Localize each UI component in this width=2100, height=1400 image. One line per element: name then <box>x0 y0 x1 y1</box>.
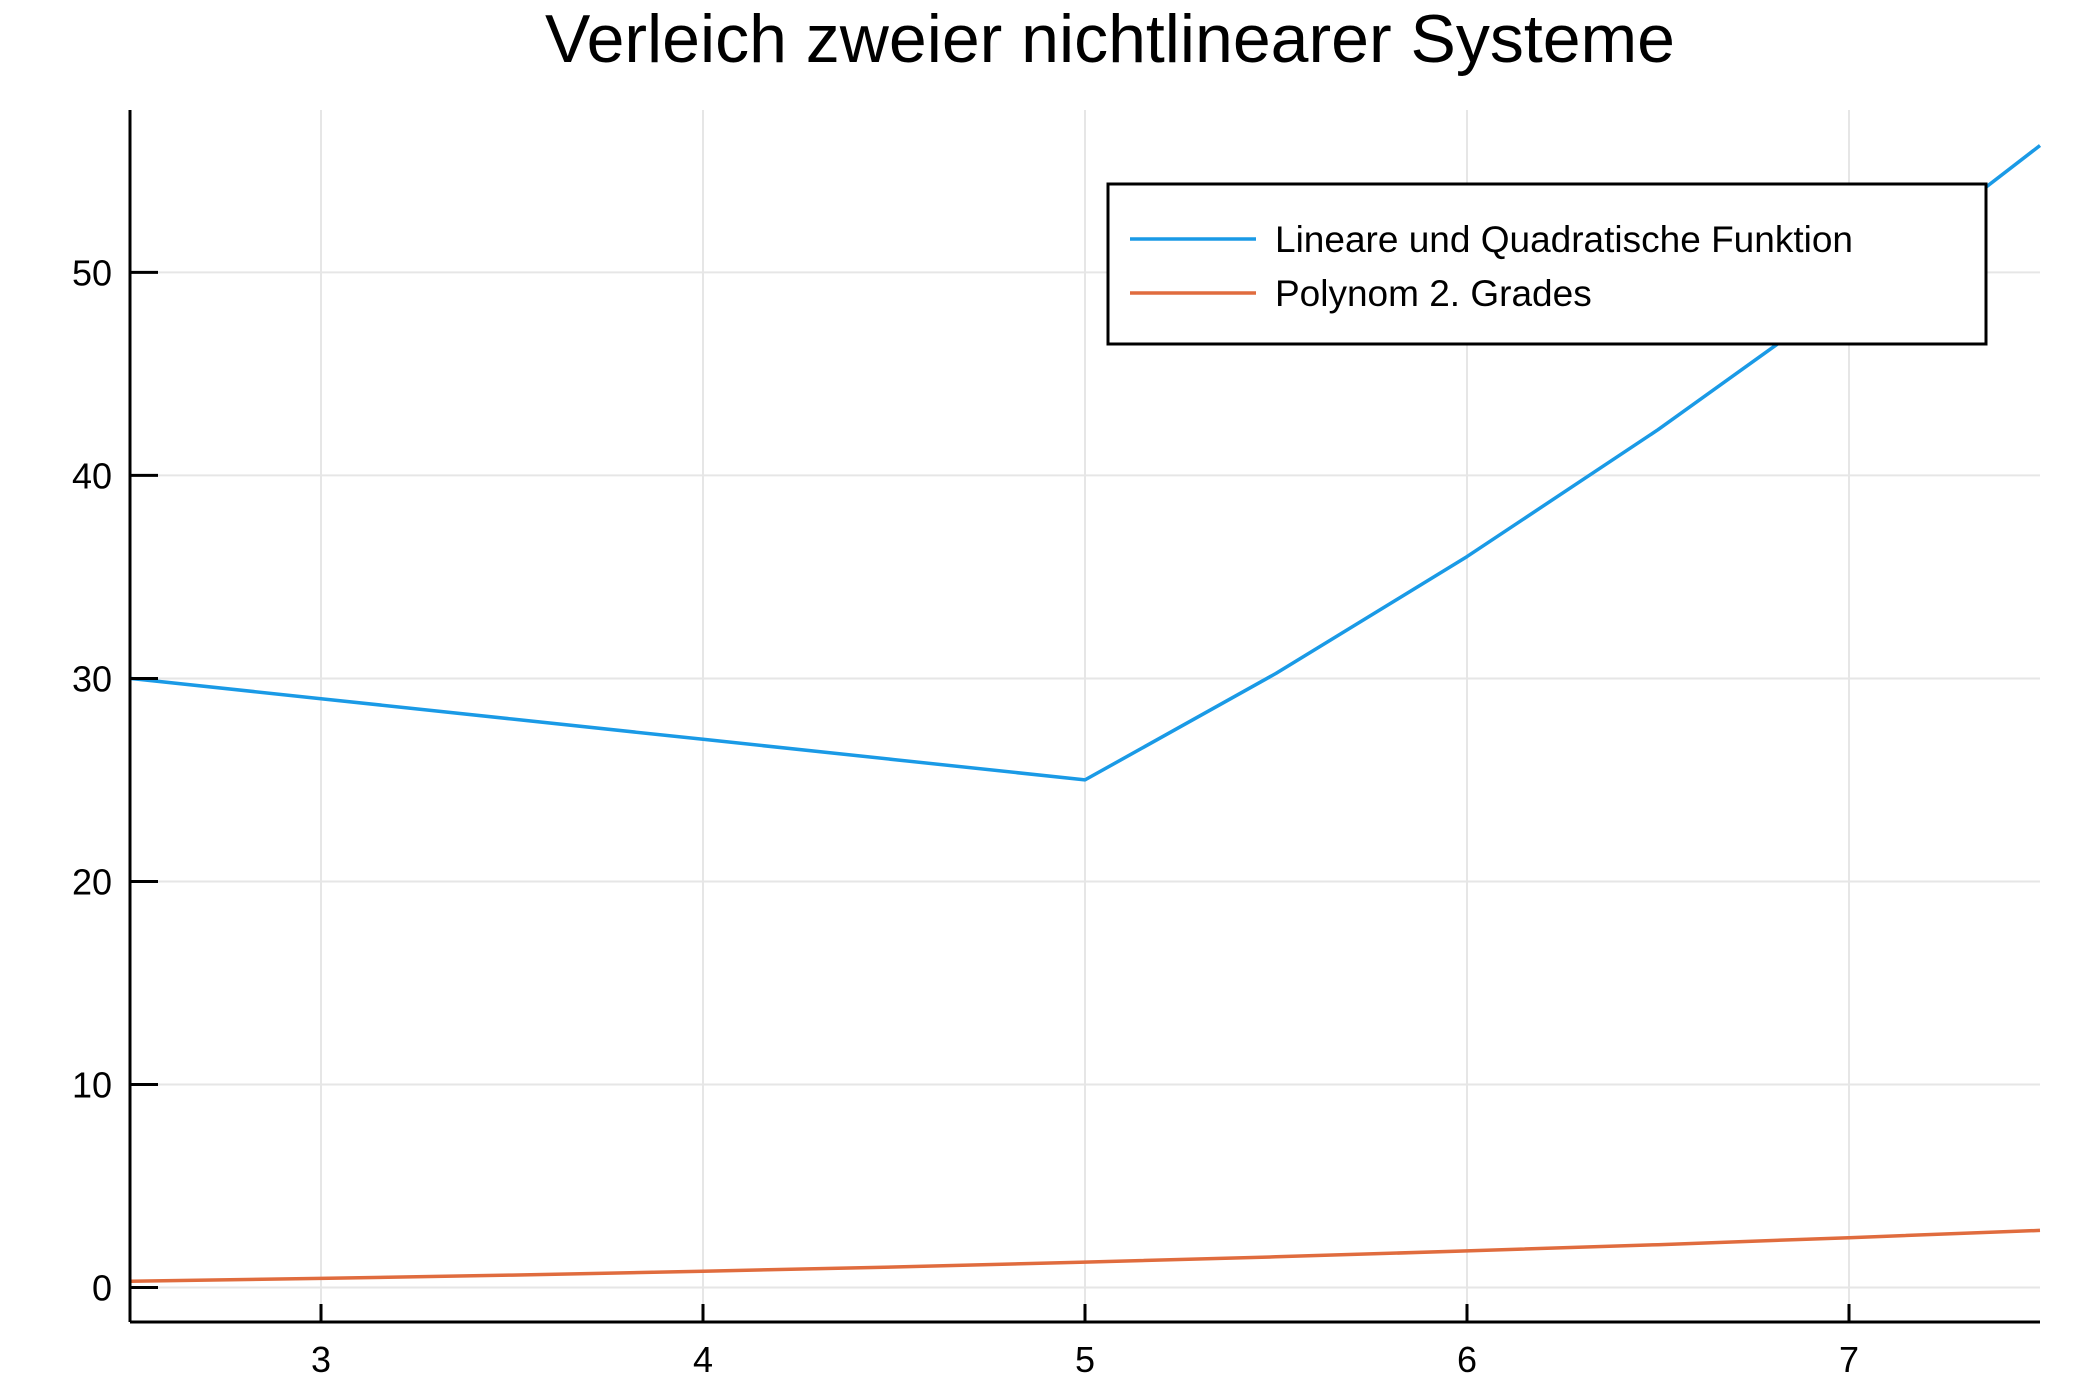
legend: Lineare und Quadratische Funktion Polynom… <box>1106 182 1988 346</box>
y-tick-label: 10 <box>72 1064 112 1105</box>
y-tick-label: 30 <box>72 658 112 699</box>
x-tick-label: 5 <box>1075 1339 1095 1380</box>
series-line-2 <box>129 1228 2041 1283</box>
x-tick-label: 3 <box>311 1339 331 1380</box>
y-tick-label: 0 <box>92 1267 112 1308</box>
series-lines <box>129 144 2042 1283</box>
y-tick-label: 50 <box>72 252 112 293</box>
grid-lines <box>130 110 2040 1322</box>
legend-label-2: Polynom 2. Grades <box>1275 273 1592 314</box>
legend-box <box>1106 182 1988 346</box>
legend-label-1: Lineare und Quadratische Funktion <box>1275 219 1853 260</box>
axes: 3 4 5 6 7 0 10 20 30 40 50 <box>72 110 2040 1380</box>
y-tick-label: 40 <box>72 455 112 496</box>
x-tick-label: 4 <box>693 1339 713 1380</box>
chart-title: Verleich zweier nichtlinearer Systeme <box>545 1 1675 77</box>
x-tick-label: 7 <box>1839 1339 1859 1380</box>
x-tick-label: 6 <box>1457 1339 1477 1380</box>
y-tick-label: 20 <box>72 861 112 902</box>
series-line-1 <box>129 144 2042 782</box>
